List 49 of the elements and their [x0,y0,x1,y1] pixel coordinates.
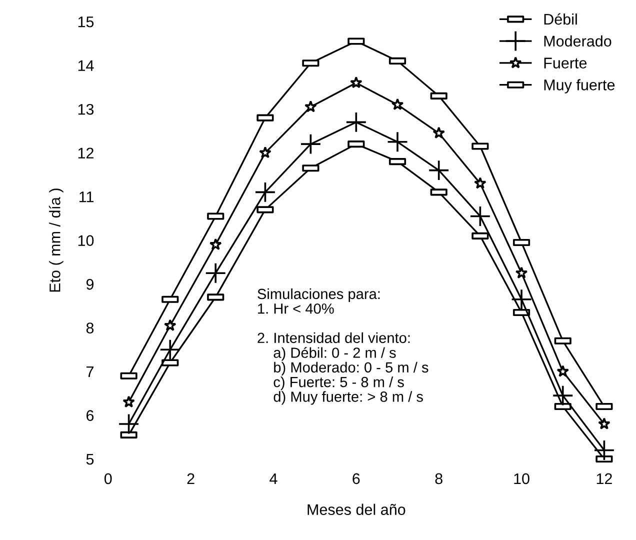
x-tick-label: 6 [352,473,360,484]
y-tick-label: 9 [86,278,94,290]
point [428,160,450,181]
point [118,413,140,435]
point [598,418,610,430]
point [515,266,528,279]
x-tick-label: 10 [514,473,530,484]
point [386,131,408,153]
y-tick-label: 7 [86,366,94,378]
y-axis-title: Eto ( mm / día ) [48,188,64,292]
legend-label: Moderado [544,35,612,47]
y-tick-label: 11 [80,192,94,202]
x-axis-title: Meses del año [308,504,406,516]
point [209,238,222,250]
y-tick-label: 6 [86,410,94,421]
point [160,339,181,360]
y-tick-label: 5 [86,454,94,465]
point [346,112,367,133]
y-tick-label: 10 [78,235,94,246]
point [552,384,574,406]
text: Simulaciones para: 1. Hr < 40% 2. Intensidad del viento: a) Débil: 0 - 2 m / s b) Moderado: 0 - 5 m / s c) Fuerte: 5 - 8 m / s d) Muy fuerte: > 8 m / s [258,288,428,405]
point [474,176,486,189]
point [594,440,615,461]
point [254,182,276,203]
y-tick-label: 13 [78,104,94,115]
point [122,396,135,408]
y-tick-label: 15 [78,16,94,28]
point [432,126,446,139]
point [391,98,404,110]
x-tick-label: 8 [435,473,442,484]
point [350,76,362,88]
legend-label: Débil [544,13,577,25]
y-tick-label: 8 [86,322,94,334]
point [204,262,226,284]
x-tick-label: 12 [596,473,612,484]
point [556,365,570,377]
y-tick-label: 14 [78,60,94,71]
x-tick-label: 4 [270,473,278,484]
point [304,100,317,112]
legend-label: Fuerte [544,58,587,68]
point [510,288,532,310]
point [164,319,176,331]
point [300,133,322,155]
y-tick-label: 12 [78,148,94,158]
point [470,206,491,227]
legend-label: Muy fuerte [544,79,615,94]
x-tick-label: 2 [187,473,194,484]
x-tick-label: 0 [104,473,112,484]
point [259,146,272,158]
